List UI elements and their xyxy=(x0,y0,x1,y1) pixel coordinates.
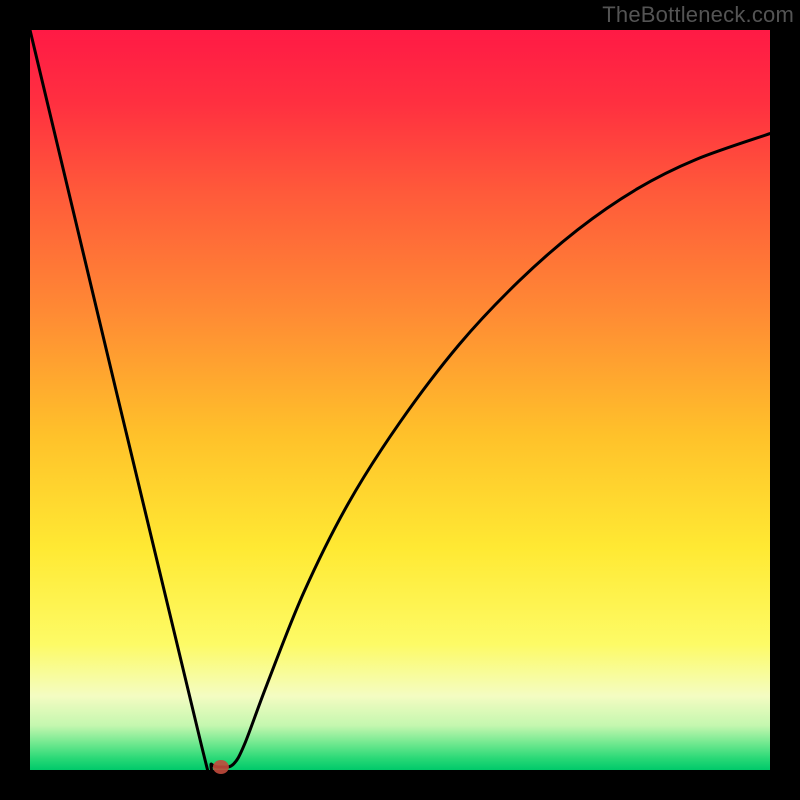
bottleneck-chart xyxy=(0,0,800,800)
plot-bg xyxy=(30,30,770,770)
optimum-marker xyxy=(213,760,229,774)
watermark-text: TheBottleneck.com xyxy=(602,2,794,28)
